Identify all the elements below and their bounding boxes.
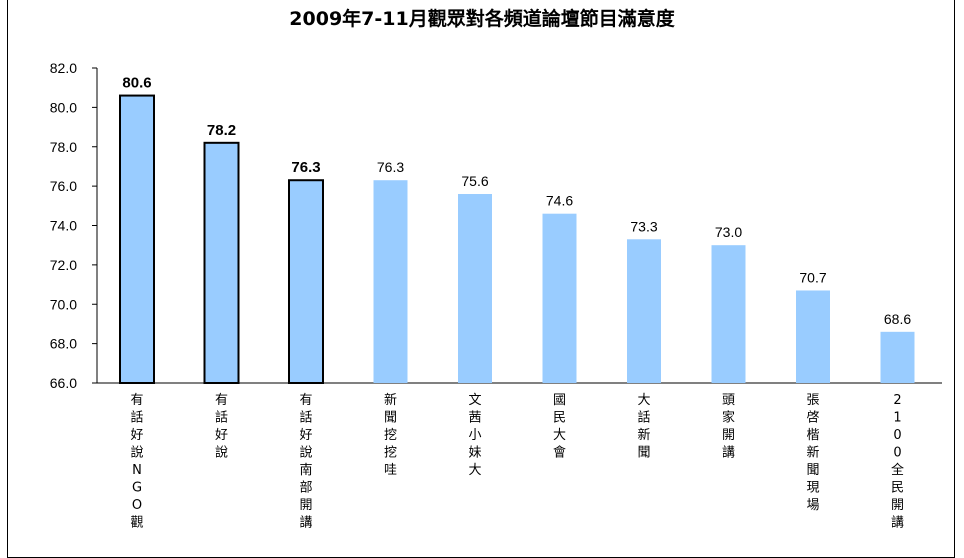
category-label-char: 現 xyxy=(806,481,819,496)
category-label-char: 好 xyxy=(130,428,143,443)
category-label-char: 張 xyxy=(806,393,819,408)
category-label-char: 講 xyxy=(722,445,735,461)
data-label: 76.3 xyxy=(291,159,320,176)
category-label-char: 好 xyxy=(215,428,228,443)
y-tick-label: 80.0 xyxy=(50,99,77,115)
category-label-char: 0 xyxy=(893,428,901,443)
category-label-char: 南 xyxy=(299,462,312,478)
category-label-char: 全 xyxy=(891,462,904,478)
data-label: 76.3 xyxy=(377,159,404,175)
category-label-char: 講 xyxy=(891,515,904,531)
category-label-char: 啓 xyxy=(806,411,819,426)
bar xyxy=(458,194,492,383)
category-label-char: 聞 xyxy=(384,411,397,426)
category-label-char: 大 xyxy=(553,428,566,443)
y-tick-label: 66.0 xyxy=(50,375,77,391)
category-label-char: 聞 xyxy=(806,463,819,478)
category-label-char: 會 xyxy=(553,446,566,461)
bar xyxy=(203,141,240,384)
category-label-char: 哇 xyxy=(384,463,397,478)
category-label-char: 有 xyxy=(215,393,228,408)
category-label-char: 楷 xyxy=(806,428,819,443)
data-label: 73.0 xyxy=(715,224,742,240)
chart-title: 2009年7-11月觀眾對各頻道論壇節目滿意度 xyxy=(289,8,675,30)
category-label-char: 聞 xyxy=(637,446,650,461)
category-label-char: 大 xyxy=(468,463,481,478)
y-tick-label: 74.0 xyxy=(50,218,77,234)
y-tick-label: 70.0 xyxy=(50,296,77,312)
category-label-char: 開 xyxy=(891,498,904,513)
category-label-char: 新 xyxy=(637,427,650,443)
category-label-char: N xyxy=(132,463,142,478)
category-label-char: 1 xyxy=(893,411,901,426)
category-label-char: 開 xyxy=(299,498,312,513)
bar xyxy=(711,245,746,383)
data-label: 75.6 xyxy=(461,173,488,189)
data-label: 80.6 xyxy=(122,75,151,92)
category-label-char: 話 xyxy=(130,410,143,426)
category-label-char: 話 xyxy=(299,410,312,426)
category-label-char: 頭 xyxy=(722,393,735,408)
bar xyxy=(542,213,577,383)
category-label-char: 觀 xyxy=(130,516,143,531)
data-label: 70.7 xyxy=(799,269,826,285)
bar xyxy=(373,180,408,383)
category-label-char: 好 xyxy=(299,428,312,443)
y-tick-label: 82.0 xyxy=(50,60,77,76)
category-label-char: 妹 xyxy=(468,446,481,461)
category-label-char: 場 xyxy=(806,498,819,513)
y-tick-label: 72.0 xyxy=(50,257,77,273)
bar xyxy=(627,239,661,383)
category-label-char: O xyxy=(132,498,142,513)
bar xyxy=(880,331,915,383)
category-label-char: 茜 xyxy=(468,411,481,426)
category-label-char: 民 xyxy=(891,481,904,496)
category-label-char: 挖 xyxy=(384,446,397,461)
category-label-char: 開 xyxy=(722,428,735,443)
category-label-char: 小 xyxy=(468,428,481,443)
category-label-char: 新 xyxy=(384,392,397,408)
category-label-char: 說 xyxy=(215,445,228,461)
category-label-char: G xyxy=(132,481,142,496)
y-tick-label: 78.0 xyxy=(50,139,77,155)
category-label-char: 0 xyxy=(893,446,901,461)
category-label-char: 部 xyxy=(299,481,312,496)
bar xyxy=(119,94,155,384)
category-label-char: 國 xyxy=(553,393,566,408)
category-label-char: 有 xyxy=(299,393,312,408)
bar-chart: 66.0 68.0 70.0 72.0 74.0 76.0 78.0 80.0 82.0 80.6… xyxy=(50,60,942,531)
category-label-char: 家 xyxy=(722,410,735,426)
bar xyxy=(288,179,324,384)
category-label-char: 文 xyxy=(468,393,481,408)
bar xyxy=(796,290,830,383)
y-tick-label: 76.0 xyxy=(50,178,77,194)
category-label-char: 說 xyxy=(299,445,312,461)
data-label: 78.2 xyxy=(207,122,236,139)
category-label-char: 新 xyxy=(806,445,819,461)
category-label-char: 大 xyxy=(637,393,650,408)
data-label: 68.6 xyxy=(884,311,911,327)
category-label-char: 2 xyxy=(893,393,901,408)
category-label-char: 有 xyxy=(130,393,143,408)
category-label-char: 民 xyxy=(553,411,566,426)
category-label-char: 說 xyxy=(130,445,143,461)
category-label-char: 講 xyxy=(299,515,312,531)
y-tick-label: 68.0 xyxy=(50,336,77,352)
data-label: 73.3 xyxy=(630,218,657,234)
category-label-char: 話 xyxy=(215,410,228,426)
data-label: 74.6 xyxy=(546,193,573,209)
category-label-char: 挖 xyxy=(384,428,397,443)
category-label-char: 話 xyxy=(637,410,650,426)
